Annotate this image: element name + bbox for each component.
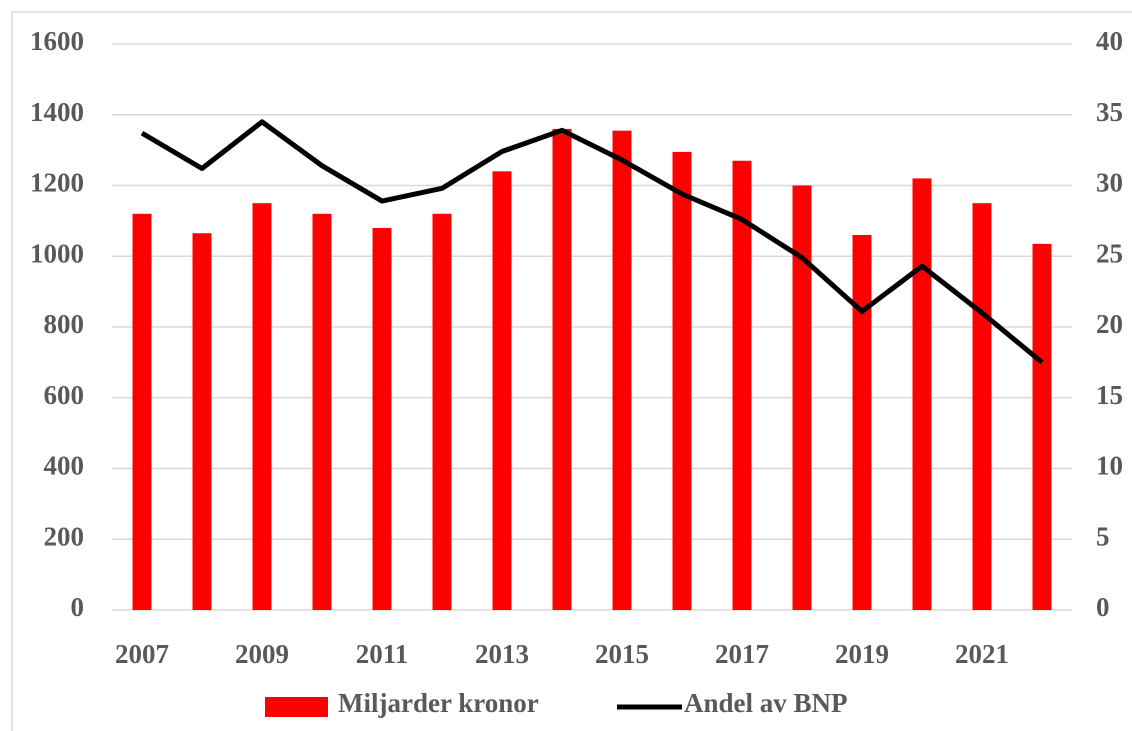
y2-tick-label: 25 (1096, 238, 1123, 268)
x-tick-label: 2021 (955, 639, 1009, 669)
line (140, 119, 1044, 365)
legend-label: Miljarder kronor (338, 688, 539, 718)
x-tick-label: 2011 (356, 639, 409, 669)
y-tick-label: 1200 (30, 168, 84, 198)
bar (1032, 243, 1052, 610)
y2-tick-label: 5 (1096, 521, 1110, 551)
bar (192, 233, 212, 610)
legend-label: Andel av BNP (684, 688, 848, 718)
bar (792, 185, 812, 610)
bar (552, 128, 572, 610)
x-tick-label: 2013 (475, 639, 529, 669)
y2-tick-label: 0 (1096, 592, 1110, 622)
y2-tick-label: 30 (1096, 168, 1123, 198)
y-tick-label: 600 (44, 380, 85, 410)
y-tick-label: 400 (44, 451, 85, 481)
bar (852, 235, 872, 610)
bar (972, 203, 992, 610)
bar (312, 213, 332, 611)
y-tick-label: 800 (44, 309, 85, 339)
y-tick-label: 1000 (30, 238, 84, 268)
x-tick-label: 2019 (835, 639, 889, 669)
bar (132, 213, 152, 611)
bar (612, 130, 632, 610)
bar (492, 171, 512, 610)
legend-swatch (265, 697, 328, 717)
y-tick-label: 200 (44, 521, 85, 551)
bar (252, 203, 272, 610)
x-tick-label: 2017 (715, 639, 769, 669)
y2-tick-label: 40 (1096, 26, 1123, 56)
bar (672, 151, 692, 611)
x-tick-label: 2015 (595, 639, 649, 669)
chart-border (11, 11, 1132, 731)
y2-tick-label: 20 (1096, 309, 1123, 339)
bar (372, 227, 392, 610)
y-tick-label: 1400 (30, 97, 84, 127)
bar (732, 160, 752, 611)
y2-tick-label: 15 (1096, 380, 1123, 410)
x-tick-label: 2009 (235, 639, 289, 669)
y2-tick-label: 10 (1096, 451, 1123, 481)
y-tick-label: 0 (71, 592, 85, 622)
x-tick-label: 2007 (115, 639, 169, 669)
bar (912, 178, 932, 611)
bar (432, 213, 452, 611)
y2-tick-label: 35 (1096, 97, 1123, 127)
y-tick-label: 1600 (30, 26, 84, 56)
